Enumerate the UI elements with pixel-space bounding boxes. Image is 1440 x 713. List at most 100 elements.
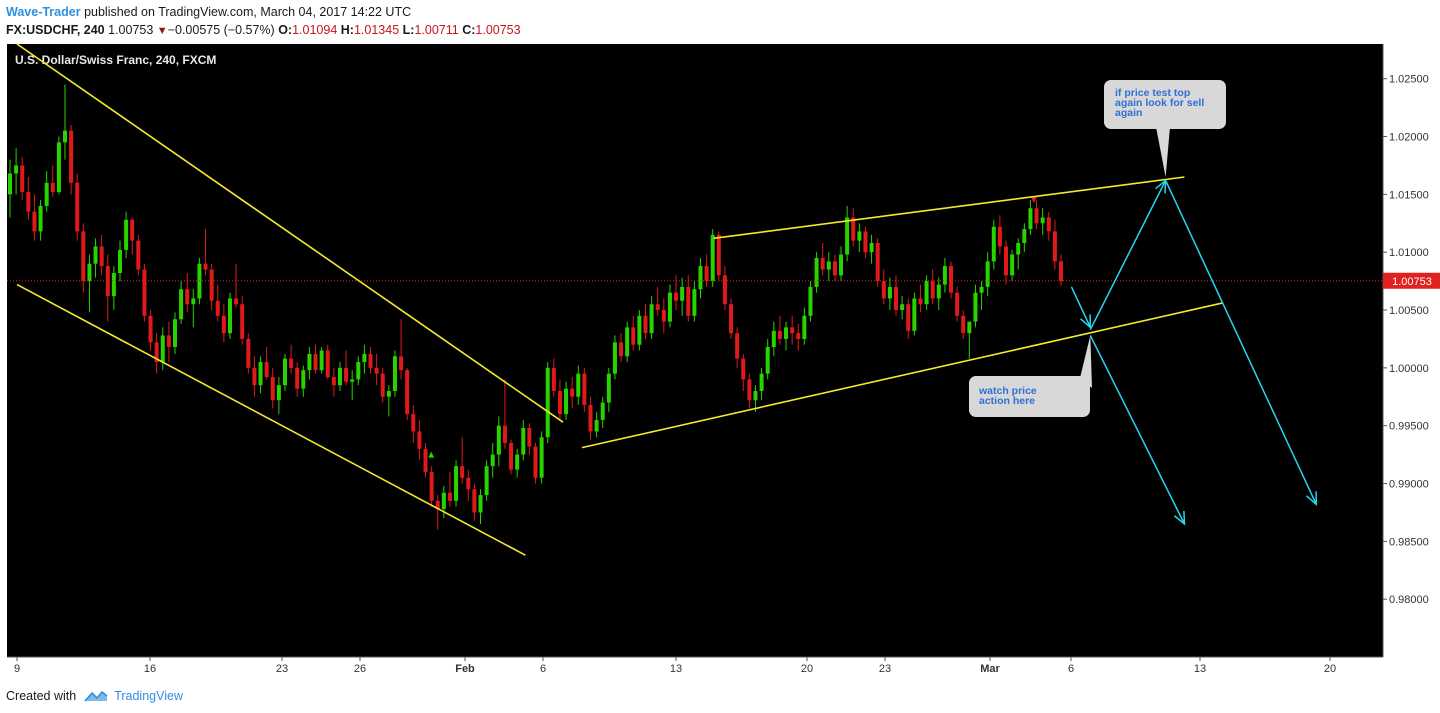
candle [447,471,452,507]
candle-body [894,286,899,311]
candle-body [826,261,831,270]
candle [337,362,342,391]
candle-body [741,358,746,380]
published-text: published on TradingView.com, March 04, … [84,5,412,19]
candle-body [625,327,630,357]
candle-body [105,266,110,297]
candle-body [417,431,422,449]
candle-body [179,289,184,320]
candle [356,356,361,386]
candle [832,254,837,282]
candle-body [117,249,122,274]
candle-body [808,286,813,316]
candle-body [533,446,538,478]
created-with-text: Created with [6,689,77,703]
candle [619,333,624,363]
plot-area[interactable] [7,44,1383,657]
candle [857,223,862,253]
candle [765,338,770,380]
candle-body [38,205,43,232]
candle-body [478,495,483,513]
y-tick-label: 1.02000 [1389,132,1429,144]
candle-body [344,367,349,382]
candle [185,273,190,313]
low-value: 1.00711 [414,23,459,37]
x-tick-label: 13 [1194,663,1206,675]
low-label: L: [402,23,415,37]
author-link[interactable]: Wave-Trader [6,5,81,19]
y-tick-label: 1.00500 [1389,305,1429,317]
arrow-shaft [1070,286,1091,328]
candle [172,312,177,354]
x-tick-label: 26 [354,663,366,675]
candle-body [967,321,972,334]
arrowhead [1305,491,1318,506]
tradingview-logo-icon [84,690,108,702]
candle-body [576,373,581,397]
candle [637,310,642,351]
candle-body [423,448,428,472]
candle-body [234,298,239,305]
candle-body [643,315,648,334]
candle [790,315,795,345]
price-axis[interactable] [1383,44,1440,657]
candle-body [411,414,416,432]
candle [735,327,740,368]
callout-pointer [1156,127,1170,178]
candle [87,254,92,313]
candle [863,226,868,258]
candle [32,194,37,241]
trendline-lower-descending [16,283,526,556]
candle-body [1046,217,1051,232]
candle-body [1034,208,1039,224]
candle [368,347,373,374]
candle-body [502,425,507,444]
y-tick-label: 0.98000 [1389,594,1429,606]
candle-body [1004,246,1009,276]
candle [99,234,104,276]
candle [441,485,446,519]
candle [851,208,856,247]
candle-body [69,130,74,183]
candle [166,321,171,363]
candle-body [368,353,373,368]
candle-body [374,367,379,374]
candle-body [307,353,312,371]
candle-body [631,327,636,345]
close-value: 1.00753 [475,23,521,37]
arrowhead [1173,510,1186,526]
candle [771,321,776,357]
candle-body [399,356,404,371]
candle-body [276,385,281,401]
candle [533,443,538,484]
tradingview-brand[interactable]: TradingView [84,688,183,704]
candle [264,347,269,380]
candle-body [337,367,342,386]
candle-body [973,292,978,322]
candle [130,217,135,255]
candle-body [906,304,911,331]
price-change: −0.00575 (−0.57%) [167,23,275,37]
candle [478,489,483,524]
open-value: 1.01094 [292,23,338,37]
candle [209,263,214,311]
candle-body [50,182,55,193]
candle [692,281,697,322]
symbol-info: FX:USDCHF, 240 1.00753 ▼−0.00575 (−0.57%… [6,22,521,39]
candle-body [832,261,837,276]
candle-body [270,377,275,401]
candle-body [875,242,880,282]
candle-body [594,419,599,432]
candle-body [942,266,947,285]
candle [710,229,715,287]
candle [454,460,459,507]
candle [539,431,544,484]
candle-body [680,286,685,301]
x-tick-label: 20 [801,663,813,675]
candle-body [325,350,330,378]
footer: Created with TradingView [6,688,183,704]
time-axis[interactable] [7,657,1383,677]
candle-body [472,489,477,513]
candle [600,396,605,428]
